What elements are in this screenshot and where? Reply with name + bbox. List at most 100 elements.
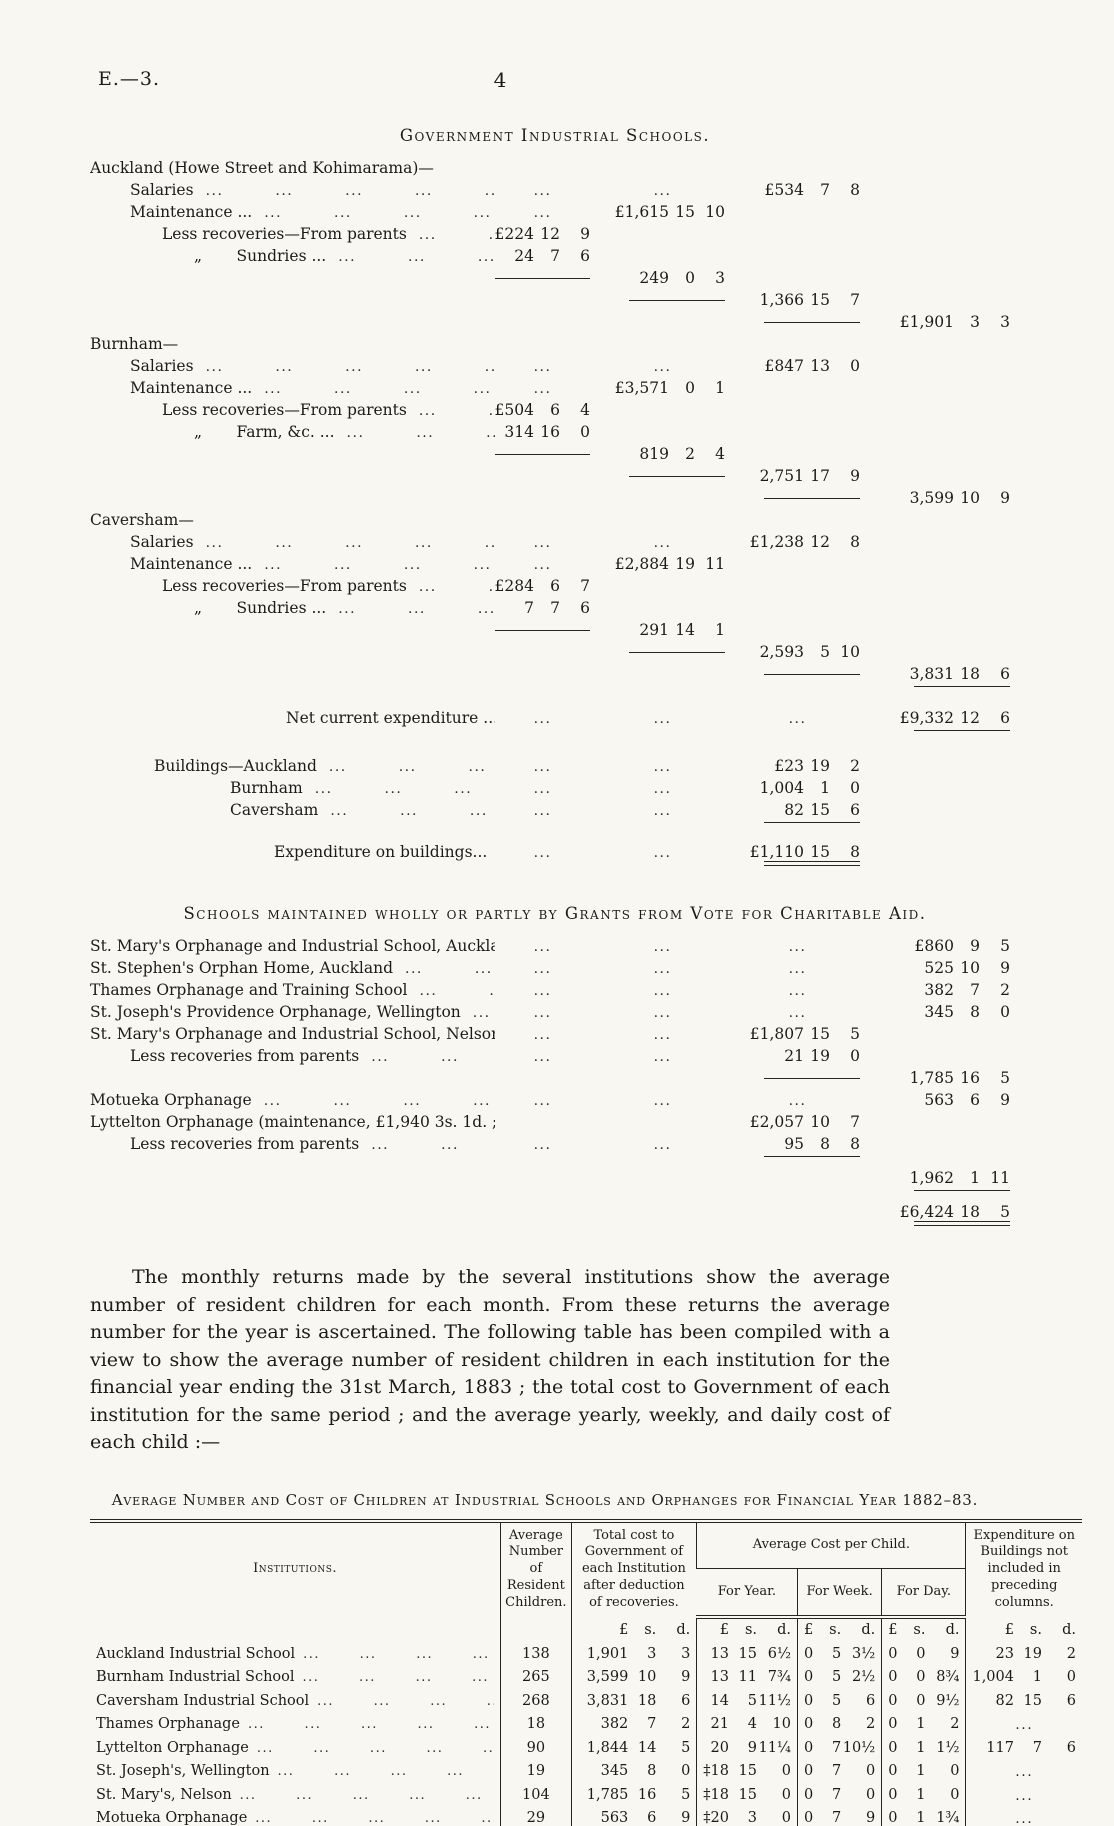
money-amount: £ s. d. bbox=[703, 1621, 791, 1641]
money-amount: £ s. d. bbox=[578, 1621, 690, 1641]
leader-dots: ... bbox=[788, 961, 807, 977]
ledger-label: Salaries bbox=[130, 533, 194, 551]
pence: 11 bbox=[705, 555, 725, 573]
leader-dots: ... bbox=[653, 1049, 672, 1065]
money-amount: 382 7 2 bbox=[578, 1715, 691, 1735]
leader-dots: ... bbox=[533, 781, 552, 797]
avg-number-cell: 268 bbox=[500, 1689, 572, 1714]
amount-cell: ... bbox=[735, 1005, 870, 1021]
money-amount: £3,571 0 1 bbox=[615, 379, 725, 397]
pence: 6 bbox=[1000, 709, 1010, 727]
pence: 9 bbox=[866, 1810, 876, 1826]
total-cost-cell: 1,844 14 5 bbox=[570, 1736, 697, 1761]
amount-cell: 314 16 0 bbox=[495, 423, 600, 441]
leader-dots: ... ... ... ... ... ... ... ... ... ... … bbox=[346, 425, 495, 441]
amount-cell: ... bbox=[495, 535, 600, 551]
ledger-label: Maintenance ... bbox=[130, 379, 253, 397]
money-amount: £1,238 12 8 bbox=[750, 533, 860, 551]
amount-cell: ... bbox=[495, 711, 600, 727]
shillings: 15 bbox=[810, 843, 830, 861]
total-cost-cell: 563 6 9 bbox=[570, 1807, 697, 1826]
money-amount: 1,004 1 0 bbox=[760, 779, 860, 797]
leader-dots: ... ... ... ... ... ... ... ... ... ... … bbox=[328, 759, 495, 775]
amount-cell: ... bbox=[495, 1049, 600, 1065]
pence: 0 bbox=[1000, 1003, 1010, 1021]
amount-cell: £2,057 10 7 bbox=[735, 1113, 870, 1131]
shillings: 8 bbox=[647, 1763, 657, 1780]
shillings: 13 bbox=[810, 357, 830, 375]
money-amount: £1,807 15 5 bbox=[750, 1025, 860, 1043]
ledger-row: Expenditure on buildings...... ... ... .… bbox=[90, 839, 1020, 861]
institution-cell: Burnham Industrial School ... ... ... ...… bbox=[90, 1666, 501, 1690]
shillings: 18 bbox=[637, 1692, 657, 1709]
leader-dots: ... ... ... ... ... ... bbox=[277, 1764, 495, 1780]
ledger-label: Less recoveries—From parents bbox=[162, 225, 407, 243]
amount-cell: £534 7 8 bbox=[735, 181, 870, 199]
ledger-row bbox=[90, 1153, 1020, 1165]
institution-name: St. Joseph's, Wellington bbox=[96, 1763, 270, 1780]
table-row: Lyttelton Orphanage ... ... ... ... ... .… bbox=[90, 1736, 1082, 1761]
ledger-row: Net current expenditure ...... ... ... .… bbox=[90, 705, 1020, 727]
pence: 10½ bbox=[842, 1739, 876, 1756]
amount-cell: ... bbox=[600, 845, 735, 861]
leader-dots: ... ... ... ... ... ... ... ... ... ... … bbox=[338, 249, 495, 265]
ledger-row bbox=[90, 1221, 1020, 1234]
ledger-label-area: Less recoveries from parents ... ... ... … bbox=[90, 1135, 495, 1153]
pence: 3 bbox=[1000, 313, 1010, 331]
leader-dots: ... ... ... ... ... ... bbox=[247, 1717, 494, 1733]
money-amount: 3,831 18 6 bbox=[578, 1692, 691, 1712]
leader-dots: ... ... ... ... ... ... ... ... ... ... … bbox=[264, 205, 495, 221]
amount-cell: £504 6 4 bbox=[495, 401, 600, 419]
institution-name: Caversham Industrial School bbox=[96, 1692, 310, 1709]
amount-cell: 24 7 6 bbox=[495, 247, 600, 265]
pounds: 291 bbox=[639, 621, 669, 639]
amount-cell: ... bbox=[495, 845, 600, 861]
ledger-row: £1,901 3 3 bbox=[90, 309, 1020, 331]
pounds: ‡18 bbox=[703, 1763, 729, 1780]
cost-per-week-cell: 0 5 3½ bbox=[796, 1642, 882, 1667]
pounds: £860 bbox=[914, 937, 954, 955]
amount-cell bbox=[600, 300, 735, 309]
cost-table: Institutions. Average Number of Resident … bbox=[90, 1518, 1082, 1826]
amount-cell: 1,785 16 5 bbox=[870, 1069, 1020, 1087]
ledger-row: Auckland (Howe Street and Kohimarama)— bbox=[90, 155, 1020, 177]
pounds: 1,785 bbox=[909, 1069, 954, 1087]
pounds: £23 bbox=[774, 757, 804, 775]
pounds: 563 bbox=[600, 1810, 629, 1826]
shillings: 10 bbox=[810, 1113, 830, 1131]
shillings: 8 bbox=[832, 1716, 842, 1733]
table-head: Institutions. Average Number of Resident … bbox=[90, 1520, 1082, 1619]
pence: 2 bbox=[866, 1716, 876, 1733]
institution-name: St. Mary's, Nelson bbox=[96, 1786, 232, 1803]
ledger-label: Motueka Orphanage bbox=[90, 1091, 252, 1109]
pence: 5 bbox=[681, 1739, 691, 1756]
leader-dots: ... bbox=[788, 939, 807, 955]
shillings: 6 bbox=[970, 1091, 980, 1109]
pence: 6 bbox=[580, 247, 590, 265]
leader-dots: ... ... ... ... ... ... ... ... ... ... … bbox=[205, 359, 495, 375]
pounds: 0 bbox=[888, 1692, 898, 1709]
money-amount: £847 13 0 bbox=[765, 357, 860, 375]
shillings: 12 bbox=[960, 709, 980, 727]
buildings-cell: ... bbox=[965, 1760, 1082, 1784]
institution-cell: Thames Orphanage ... ... ... ... ... ... bbox=[90, 1713, 501, 1737]
leader-dots: ... ... ... ... ... ... ... ... ... ... … bbox=[338, 601, 495, 617]
ledger-spacer bbox=[90, 831, 1020, 839]
amount-cell: ... bbox=[600, 535, 735, 551]
amount-cell: ... bbox=[600, 1005, 735, 1021]
pounds: 20 bbox=[710, 1739, 729, 1756]
amount-cell bbox=[495, 630, 600, 639]
ledger-label: Caversham bbox=[230, 801, 319, 819]
cost-per-year-cell: ‡18 15 0 bbox=[696, 1783, 798, 1808]
money-amount: £534 7 8 bbox=[765, 181, 860, 199]
cost-per-day-cell: 0 1 1½ bbox=[881, 1736, 966, 1761]
money-amount: £224 12 9 bbox=[495, 225, 590, 243]
shillings: 7 bbox=[832, 1786, 842, 1803]
pence: 6 bbox=[681, 1692, 691, 1709]
pence: 0 bbox=[866, 1786, 876, 1803]
ledger-label-area: „ Sundries ... ... ... ... ... ... ... ..… bbox=[90, 599, 495, 617]
pence: 6 bbox=[1066, 1739, 1076, 1756]
ledger-row: Less recoveries—From parents ... ... ... … bbox=[90, 221, 1020, 243]
avg-number-cell: 18 bbox=[500, 1713, 572, 1737]
